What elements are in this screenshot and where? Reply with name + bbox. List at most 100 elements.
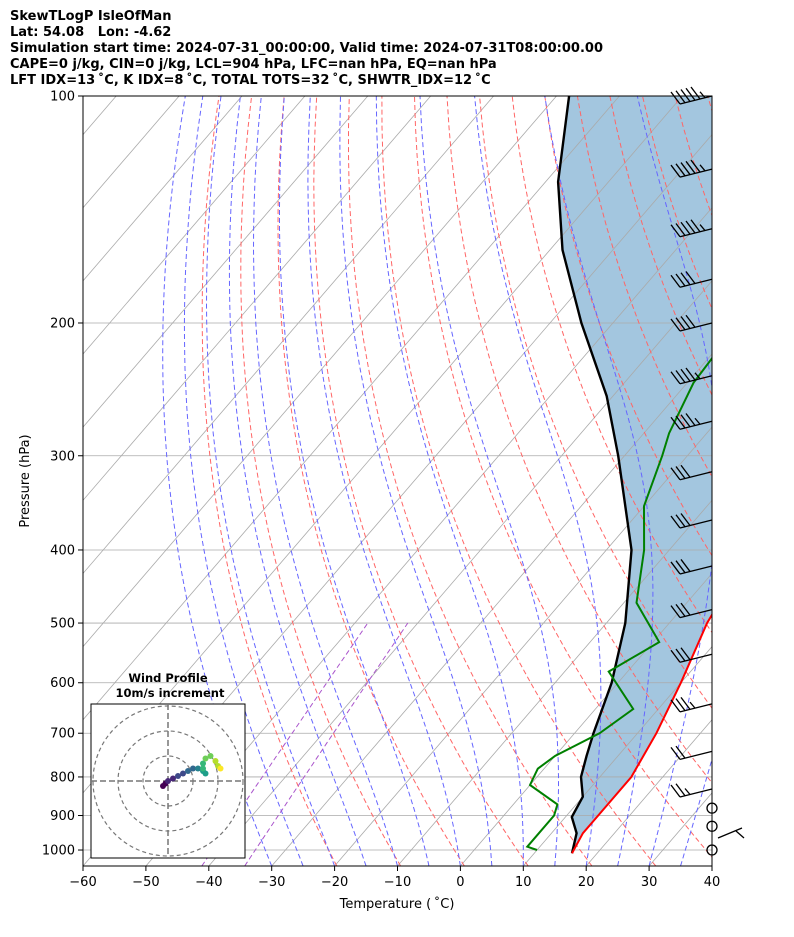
x-tick-label: −50 xyxy=(132,875,159,890)
header-title: SkewTLogP IsleOfMan xyxy=(10,9,172,24)
y-tick-label: 400 xyxy=(50,543,75,558)
surface-wind-barb xyxy=(735,830,745,839)
dry-adiabat xyxy=(240,96,402,866)
isotherm-line xyxy=(775,96,794,866)
y-tick-label: 500 xyxy=(50,617,75,632)
inset-title: Wind Profile xyxy=(128,671,208,685)
moist-adiabat xyxy=(183,96,304,866)
x-tick-label: 20 xyxy=(578,875,595,890)
wind-barbs xyxy=(670,86,745,856)
y-tick-label: 800 xyxy=(50,770,75,785)
hodograph-point xyxy=(200,760,206,767)
isotherm-line xyxy=(711,865,712,866)
hodograph-point xyxy=(202,770,209,777)
wind-barb xyxy=(670,464,713,481)
dry-adiabat xyxy=(414,96,712,858)
moist-adiabat xyxy=(544,96,654,866)
inset-plot xyxy=(91,704,245,858)
x-tick-label: 10 xyxy=(515,875,532,890)
axes: −60 −50 −40 −30 −20 −10 0 10 20 30 40 100 200 300 400 5… xyxy=(42,90,720,891)
hodograph-point xyxy=(185,768,191,774)
isotherm-line xyxy=(397,499,712,866)
isotherm-line xyxy=(83,96,557,648)
moist-adiabat xyxy=(307,96,461,866)
y-tick-label: 300 xyxy=(50,449,75,464)
isotherm-line xyxy=(522,645,712,866)
wind-barb xyxy=(670,367,713,385)
temperature-profile-line xyxy=(571,612,712,854)
moist-adiabat xyxy=(711,864,712,866)
hodograph-point xyxy=(195,765,201,772)
moist-adiabat xyxy=(474,96,602,866)
parcel-profile-line xyxy=(556,96,633,854)
wind-barb xyxy=(670,271,713,288)
hodograph-point xyxy=(207,753,214,759)
dry-adiabat xyxy=(511,96,712,634)
dry-adiabat xyxy=(313,96,529,866)
dry-adiabat xyxy=(773,96,794,866)
hodograph-point xyxy=(202,755,209,762)
isotherm-line xyxy=(145,207,712,866)
hodograph-point xyxy=(212,758,219,764)
wind-barb xyxy=(670,696,713,713)
x-tick-label: −30 xyxy=(258,875,285,890)
hodograph-point xyxy=(200,765,206,772)
dry-adiabat xyxy=(201,96,338,866)
wind-barb xyxy=(670,86,713,105)
x-tick-label: 40 xyxy=(704,875,721,890)
y-axis-label: Pressure (hPa) xyxy=(18,434,33,527)
hodograph-point xyxy=(165,778,171,784)
wind-barb xyxy=(670,159,713,178)
moist-adiabat xyxy=(252,96,398,866)
wind-barb xyxy=(670,513,713,529)
mixing-ratio-line xyxy=(244,622,409,866)
hodograph-point xyxy=(180,770,186,777)
x-tick-label: −60 xyxy=(69,875,96,890)
isotherm-line xyxy=(83,96,620,721)
y-tick-label: 900 xyxy=(50,809,75,824)
x-tick-label: 0 xyxy=(456,875,464,890)
wind-barb xyxy=(670,314,713,332)
y-tick-label: 1000 xyxy=(42,844,75,859)
x-axis-label: Temperature ( ˚C) xyxy=(339,896,455,912)
x-tick-label: −40 xyxy=(195,875,222,890)
isotherm-line xyxy=(83,96,432,501)
header-indices-2: LFT IDX=13 ˚C, K IDX=8 ˚C, TOTAL TOTS=32… xyxy=(10,73,491,88)
isotherm-line xyxy=(83,96,369,428)
wind-barb xyxy=(670,783,713,798)
dry-adiabat xyxy=(544,96,712,557)
wind-barb xyxy=(670,219,713,238)
wind-barb xyxy=(670,647,713,663)
moist-adiabat xyxy=(228,96,367,866)
x-tick-label: 30 xyxy=(641,875,658,890)
y-tick-label: 600 xyxy=(50,676,75,691)
y-tick-label: 700 xyxy=(50,727,75,742)
moist-adiabat xyxy=(162,96,273,866)
dry-adiabat xyxy=(381,96,657,866)
wind-barb xyxy=(670,602,713,619)
y-tick-label: 100 xyxy=(50,90,75,105)
moist-adiabat xyxy=(375,96,524,866)
inset-subtitle: 10m/s increment xyxy=(116,686,225,700)
dry-adiabat xyxy=(348,96,593,866)
hodograph-point xyxy=(170,775,176,782)
isotherm-line xyxy=(460,572,712,866)
hodograph-point xyxy=(217,765,224,772)
dry-adiabat xyxy=(446,96,712,784)
moist-adiabat xyxy=(636,96,712,866)
header-times: Simulation start time: 2024-07-31_00:00:… xyxy=(10,41,603,56)
header: SkewTLogP IsleOfMan Lat: 54.08 Lon: -4.6… xyxy=(10,9,603,89)
isotherm-line xyxy=(83,96,494,575)
wind-barb xyxy=(670,559,713,575)
dry-adiabat xyxy=(707,96,712,113)
calm-wind-marker xyxy=(706,820,718,832)
isotherm-line xyxy=(208,280,712,866)
cape-shading xyxy=(558,96,712,854)
hodograph-point xyxy=(175,773,181,779)
moist-adiabat xyxy=(279,96,430,866)
wind-barb xyxy=(670,413,713,430)
moist-adiabat xyxy=(339,96,493,866)
plot-area xyxy=(83,96,794,866)
moist-adiabat xyxy=(205,96,336,866)
